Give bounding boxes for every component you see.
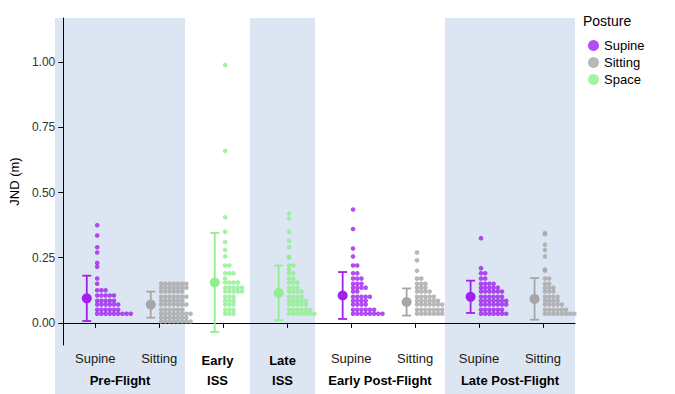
svg-text:0.25: 0.25: [32, 251, 56, 265]
svg-text:Early: Early: [202, 353, 235, 368]
svg-text:Sitting: Sitting: [141, 351, 177, 366]
svg-text:0.00: 0.00: [32, 316, 56, 330]
svg-text:Late: Late: [269, 353, 296, 368]
svg-text:Supine: Supine: [331, 351, 371, 366]
svg-text:Late Post-Flight: Late Post-Flight: [461, 373, 560, 388]
svg-text:ISS: ISS: [272, 373, 293, 388]
svg-text:Pre-Flight: Pre-Flight: [90, 373, 151, 388]
svg-text:1.00: 1.00: [32, 55, 56, 69]
svg-text:JND (m): JND (m): [7, 157, 22, 205]
svg-text:Supine: Supine: [604, 38, 644, 53]
svg-text:Posture: Posture: [583, 13, 631, 29]
svg-text:Sitting: Sitting: [397, 351, 433, 366]
svg-text:Supine: Supine: [459, 351, 499, 366]
svg-text:Early Post-Flight: Early Post-Flight: [328, 373, 432, 388]
svg-text:Space: Space: [604, 72, 641, 87]
svg-text:Supine: Supine: [75, 351, 115, 366]
svg-text:ISS: ISS: [207, 373, 228, 388]
svg-text:0.75: 0.75: [32, 120, 56, 134]
svg-text:Sitting: Sitting: [604, 55, 640, 70]
svg-text:Sitting: Sitting: [525, 351, 561, 366]
svg-text:0.50: 0.50: [32, 186, 56, 200]
